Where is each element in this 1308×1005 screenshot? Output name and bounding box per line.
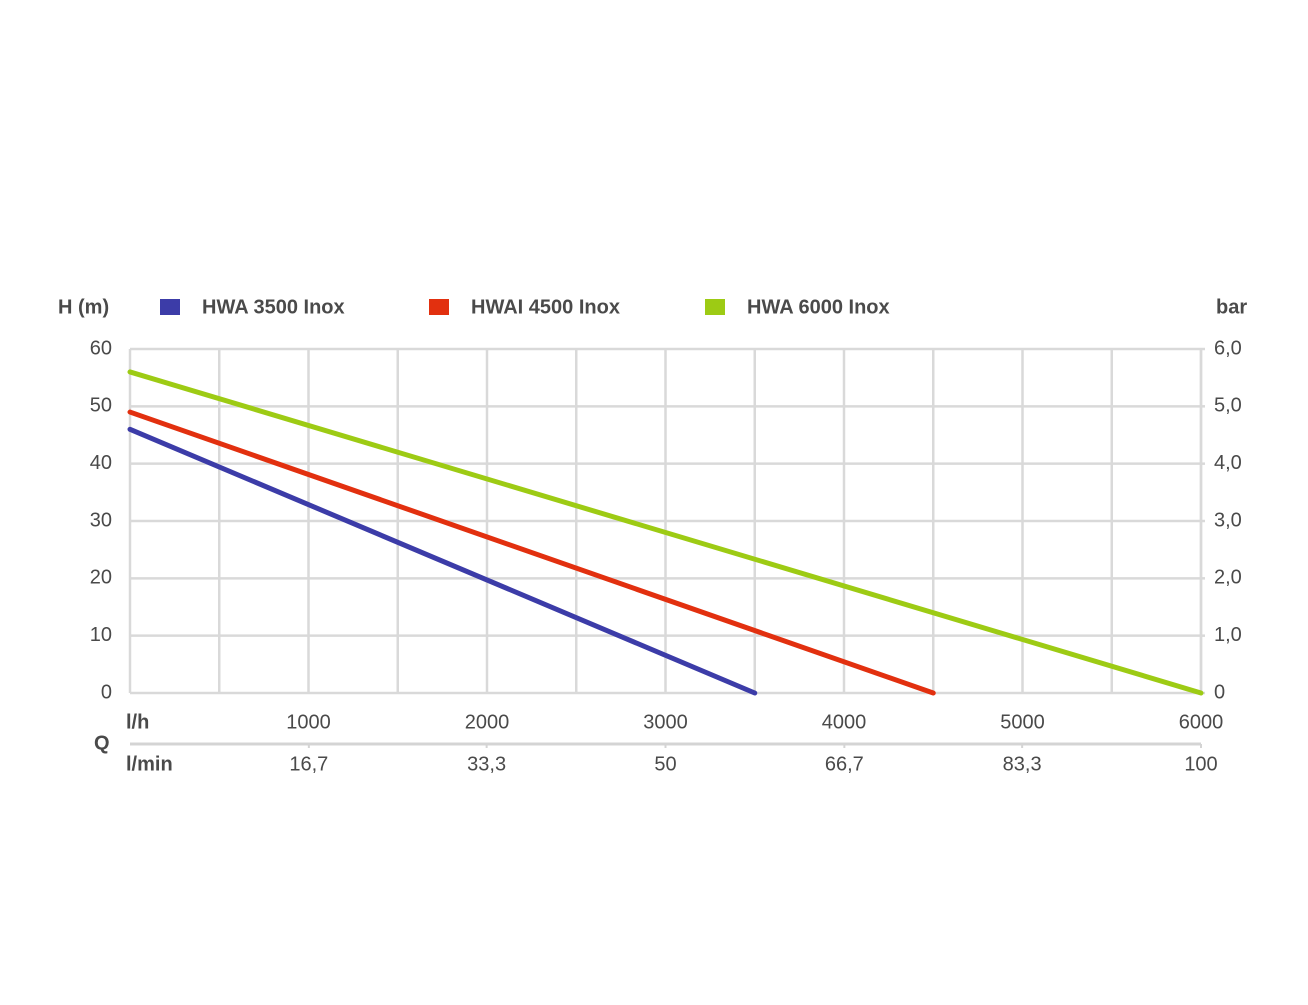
y2-axis-label: bar	[1216, 296, 1247, 318]
y2-tick-label: 3,0	[1214, 509, 1242, 531]
legend-label: HWAI 4500 Inox	[471, 296, 620, 318]
y2-tick-label: 5,0	[1214, 395, 1242, 417]
x2-tick-label: 100	[1184, 753, 1217, 775]
x2-tick-label: 83,3	[1003, 753, 1042, 775]
y2-tick-label: 1,0	[1214, 624, 1242, 646]
y-tick-label: 30	[90, 509, 112, 531]
x2-tick-label: 50	[654, 753, 676, 775]
x-tick-label: 3000	[643, 711, 688, 733]
x-tick-label: 2000	[465, 711, 510, 733]
y2-tick-label: 2,0	[1214, 567, 1242, 589]
y2-tick-label: 4,0	[1214, 452, 1242, 474]
series-line	[127, 426, 758, 696]
y2-tick-label: 6,0	[1214, 337, 1242, 359]
y-tick-label: 20	[90, 567, 112, 589]
legend-swatch	[429, 299, 449, 315]
x-tick-label: 5000	[1000, 711, 1045, 733]
legend-swatch	[160, 299, 180, 315]
x-tick-label: 6000	[1179, 711, 1224, 733]
y-tick-label: 40	[90, 452, 112, 474]
x2-tick-label: 66,7	[825, 753, 864, 775]
series-line	[127, 369, 1204, 696]
y-tick-label: 50	[90, 395, 112, 417]
x2-tick-label: 33,3	[467, 753, 506, 775]
series-line	[127, 409, 936, 696]
y-axis-label: H (m)	[58, 296, 109, 318]
legend-label: HWA 6000 Inox	[747, 296, 890, 318]
x-tick-label: 4000	[822, 711, 867, 733]
legend-swatch	[705, 299, 725, 315]
x-row-label: l/h	[126, 711, 149, 733]
y-tick-label: 60	[90, 337, 112, 359]
x-axis-label: Q	[94, 732, 110, 754]
y2-tick-label: 0	[1214, 681, 1225, 703]
y-tick-label: 10	[90, 624, 112, 646]
x2-row-label: l/min	[126, 753, 173, 775]
y-tick-label: 0	[101, 681, 112, 703]
legend-label: HWA 3500 Inox	[202, 296, 345, 318]
x-tick-label: 1000	[286, 711, 331, 733]
x2-tick-label: 16,7	[289, 753, 328, 775]
